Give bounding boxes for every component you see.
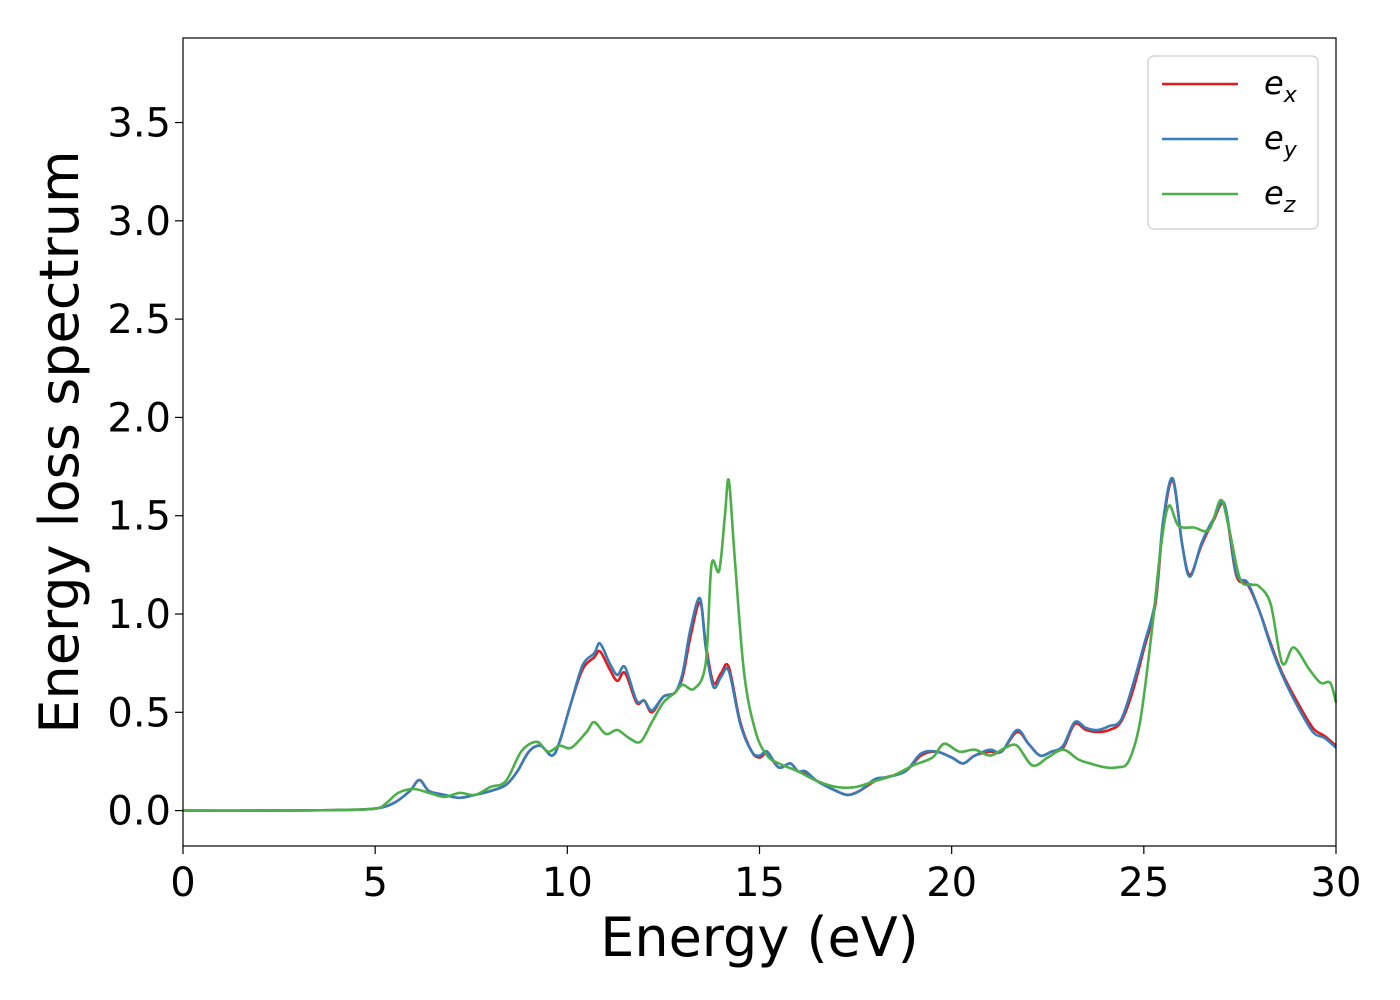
y-axis-label: Energy loss spectrum [28, 150, 91, 733]
series-line-e-y [182, 476, 1337, 812]
y-axis-ticks: 0.0 0.5 1.0 1.5 2.0 2.5 3.0 3.5 [107, 101, 183, 835]
y-tick-label: 1.0 [107, 592, 171, 638]
legend: ex ey ez [1147, 55, 1319, 230]
y-tick-label: 3.5 [107, 101, 171, 147]
y-tick-label: 2.5 [107, 297, 171, 343]
x-axis-ticks: 0 5 10 15 20 25 30 [170, 846, 1361, 906]
legend-box [1147, 55, 1319, 230]
legend-entries: ex ey ez [1162, 64, 1298, 218]
x-tick-label: 0 [170, 860, 195, 906]
x-axis-label: Energy (eV) [600, 906, 919, 969]
x-tick-label: 10 [542, 860, 593, 906]
y-tick-label: 3.0 [107, 199, 171, 245]
x-tick-label: 30 [1311, 860, 1362, 906]
y-tick-label: 1.5 [107, 494, 171, 540]
x-tick-label: 15 [734, 860, 785, 906]
y-tick-label: 0.5 [107, 690, 171, 736]
legend-label-x: ex [1264, 64, 1298, 108]
y-tick-label: 2.0 [107, 395, 171, 441]
series-layer [182, 476, 1338, 812]
y-tick-label: 0.0 [107, 789, 171, 835]
x-tick-label: 25 [1118, 860, 1169, 906]
legend-label-y: ey [1264, 119, 1298, 163]
plot-area [183, 38, 1336, 846]
x-tick-label: 5 [362, 860, 387, 906]
legend-label-z: ez [1264, 174, 1296, 218]
series-line-e-z [182, 478, 1338, 812]
x-tick-label: 20 [926, 860, 977, 906]
